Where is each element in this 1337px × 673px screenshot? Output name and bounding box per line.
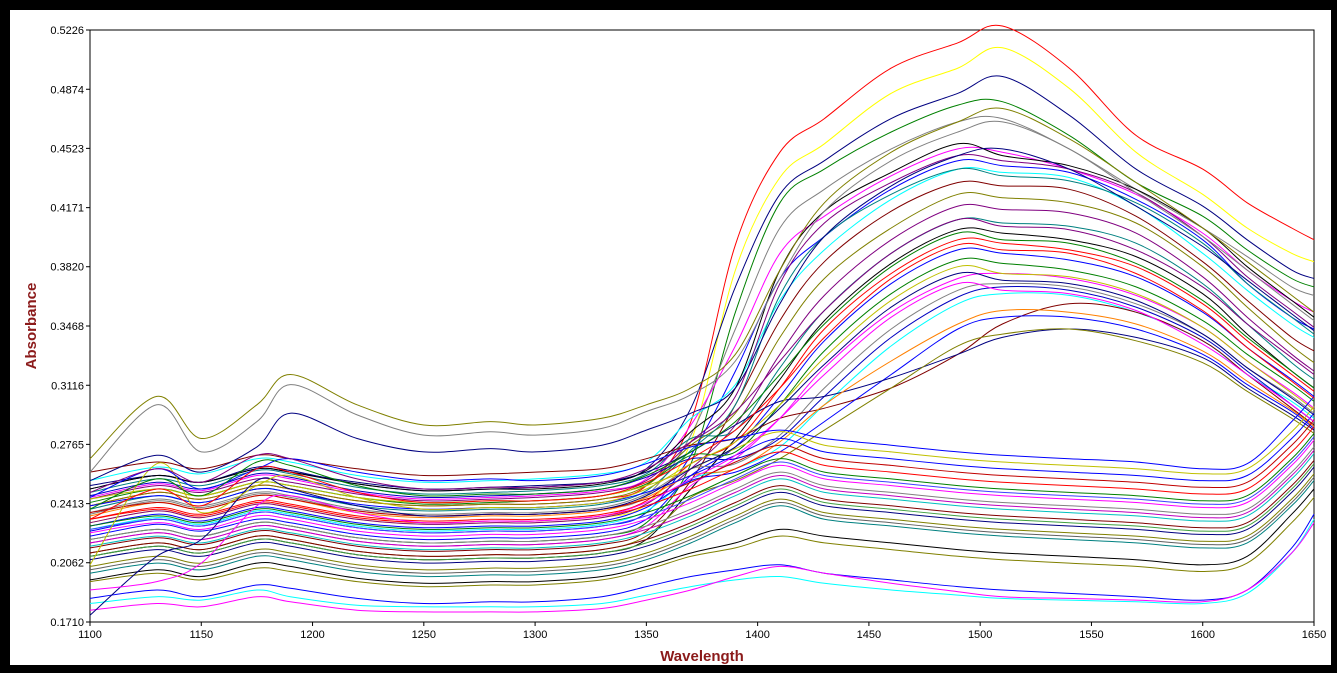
x-tick-label: 1500 (968, 629, 992, 641)
x-tick-label: 1250 (412, 629, 436, 641)
y-tick-label: 0.2413 (50, 499, 84, 511)
y-axis-title: Absorbance (23, 283, 40, 370)
y-axis: 0.1710 0.2062 0.2413 0.2765 0.3116 0.3468 0.38… (50, 25, 90, 629)
spectra-chart: 1100 1150 1200 1250 1300 1350 1400 1450 1500 1550… (10, 10, 1331, 665)
y-tick-label: 0.1710 (50, 617, 84, 629)
x-tick-label: 1300 (523, 629, 547, 641)
y-tick-label: 0.4171 (50, 203, 84, 215)
y-tick-label: 0.4523 (50, 143, 84, 155)
x-tick-label: 1650 (1302, 629, 1326, 641)
x-tick-label: 1550 (1079, 629, 1103, 641)
y-tick-label: 0.2062 (50, 558, 84, 570)
x-tick-label: 1200 (300, 629, 324, 641)
x-tick-label: 1600 (1190, 629, 1214, 641)
y-tick-label: 0.3820 (50, 262, 84, 274)
x-tick-label: 1100 (78, 629, 102, 641)
x-tick-label: 1150 (189, 629, 213, 641)
y-tick-label: 0.3116 (51, 380, 84, 392)
chart-frame: 1100 1150 1200 1250 1300 1350 1400 1450 1500 1550… (10, 10, 1331, 665)
y-tick-label: 0.5226 (50, 25, 84, 37)
x-axis: 1100 1150 1200 1250 1300 1350 1400 1450 1500 1550… (78, 622, 1326, 641)
x-tick-label: 1350 (634, 629, 658, 641)
x-tick-label: 1450 (857, 629, 881, 641)
y-tick-label: 0.3468 (50, 321, 84, 333)
y-tick-label: 0.2765 (50, 439, 84, 451)
y-tick-label: 0.4874 (50, 84, 84, 96)
plot-area (90, 30, 1314, 622)
x-tick-label: 1400 (745, 629, 769, 641)
x-axis-title: Wavelength (660, 648, 744, 665)
